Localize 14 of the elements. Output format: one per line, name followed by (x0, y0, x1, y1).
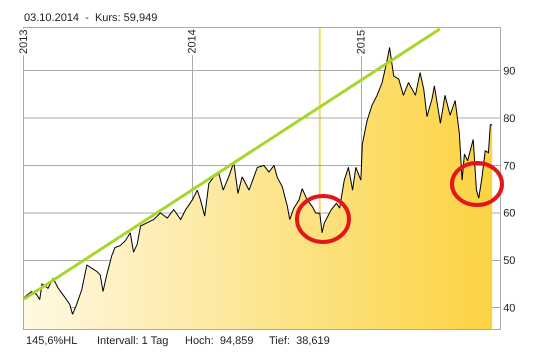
text: Intervall: 1 Tag (97, 335, 168, 347)
x-tick-label: 2013 (18, 30, 30, 54)
text: Tief: 38,619 (269, 335, 330, 347)
y-tick-label: 80 (503, 112, 516, 125)
text: Hoch: 94,859 (185, 335, 254, 347)
x-tick-label: 2015 (355, 30, 368, 54)
y-tick-label: 90 (503, 66, 516, 78)
x-tick-label: 2014 (186, 29, 199, 54)
text: 145,6%HL (26, 335, 78, 347)
y-tick-label: 70 (503, 160, 516, 172)
y-tick-label: 50 (503, 255, 516, 268)
chart-title: 03.10.2014 - Kurs: 59,949 (24, 12, 158, 24)
y-tick-label: 60 (503, 208, 516, 220)
y-tick-label: 40 (503, 302, 516, 315)
